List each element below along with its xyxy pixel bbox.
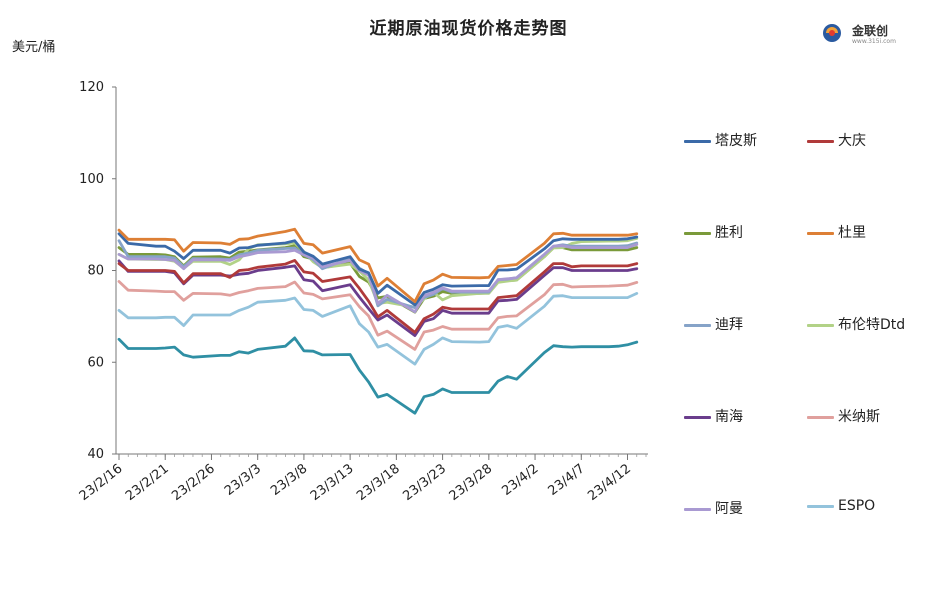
legend-label: 杜里 xyxy=(838,225,866,241)
x-tick-label: 23/3/23 xyxy=(400,461,449,504)
legend-item: 南海 xyxy=(684,406,743,426)
legend-label: 阿曼 xyxy=(715,501,743,517)
legend-label: 大庆 xyxy=(838,133,866,149)
legend-swatch xyxy=(684,231,711,235)
series-line-米纳斯 xyxy=(117,280,639,351)
y-tick-label: 40 xyxy=(87,447,104,462)
x-tick-label: 23/4/7 xyxy=(546,461,588,499)
legend-swatch xyxy=(807,415,834,419)
legend-swatch xyxy=(684,139,711,143)
legend-label: 米纳斯 xyxy=(838,409,880,425)
series-line-塔皮斯 xyxy=(117,232,639,307)
legend-item: ESPO xyxy=(807,498,875,514)
x-tick-label: 23/3/13 xyxy=(308,461,357,504)
y-tick-label: 120 xyxy=(79,80,104,95)
legend-label: 布伦特Dtd xyxy=(838,317,906,333)
legend-swatch xyxy=(807,139,834,143)
legend-item: 大庆 xyxy=(807,130,866,150)
legend-label: 南海 xyxy=(715,409,743,425)
x-tick-label: 23/2/26 xyxy=(169,461,218,504)
brand-logo-text: 金联创 xyxy=(852,24,889,38)
legend-label: 迪拜 xyxy=(715,317,743,333)
legend-label: 胜利 xyxy=(715,225,743,241)
legend-item: 阿曼 xyxy=(684,498,743,518)
legend-item: 布伦特Dtd xyxy=(807,314,905,334)
legend-label: 塔皮斯 xyxy=(715,133,757,149)
x-tick-label: 23/3/8 xyxy=(268,461,310,499)
y-axis-ticks: 40 60 80 100 120 xyxy=(79,80,116,462)
legend-swatch xyxy=(807,231,834,235)
legend-item: 胜利 xyxy=(684,222,743,242)
x-tick-label: 23/2/21 xyxy=(123,461,172,504)
brand-logo-subtext: www.315i.com xyxy=(852,38,896,45)
brand-logo-icon xyxy=(823,24,841,42)
y-tick-label: 80 xyxy=(87,264,104,279)
series-line-大庆 xyxy=(117,258,639,334)
legend-item: 杜里 xyxy=(807,222,866,242)
chart-series-lines xyxy=(117,227,639,415)
series-line-杜里 xyxy=(117,227,639,304)
series-line-unlabeled xyxy=(117,336,639,415)
legend-item: 塔皮斯 xyxy=(684,130,757,150)
legend-item: 米纳斯 xyxy=(807,406,880,426)
y-axis-unit-label: 美元/桶 xyxy=(12,40,56,55)
legend-swatch xyxy=(684,415,711,419)
x-tick-label: 23/4/2 xyxy=(499,461,541,499)
series-line-阿曼 xyxy=(117,242,639,314)
y-tick-label: 60 xyxy=(87,355,104,370)
chart-legend: 塔皮斯 大庆胜利 杜里迪拜 布伦特Dtd 南海 米纳斯阿曼 ESPO xyxy=(684,130,929,530)
x-tick-label: 23/3/3 xyxy=(222,461,264,499)
legend-label: ESPO xyxy=(838,498,876,514)
legend-swatch xyxy=(807,323,834,327)
legend-swatch xyxy=(807,504,834,508)
x-tick-label: 23/3/28 xyxy=(447,461,496,504)
legend-item: 迪拜 xyxy=(684,314,743,334)
y-tick-label: 100 xyxy=(79,172,104,187)
series-line-ESPO xyxy=(117,291,639,366)
chart-title: 近期原油现货价格走势图 xyxy=(369,19,568,39)
x-tick-label: 23/4/12 xyxy=(585,461,634,504)
x-tick-label: 23/3/18 xyxy=(354,461,403,504)
legend-swatch xyxy=(684,507,711,511)
x-tick-label: 23/2/16 xyxy=(77,461,126,504)
legend-swatch xyxy=(684,323,711,327)
